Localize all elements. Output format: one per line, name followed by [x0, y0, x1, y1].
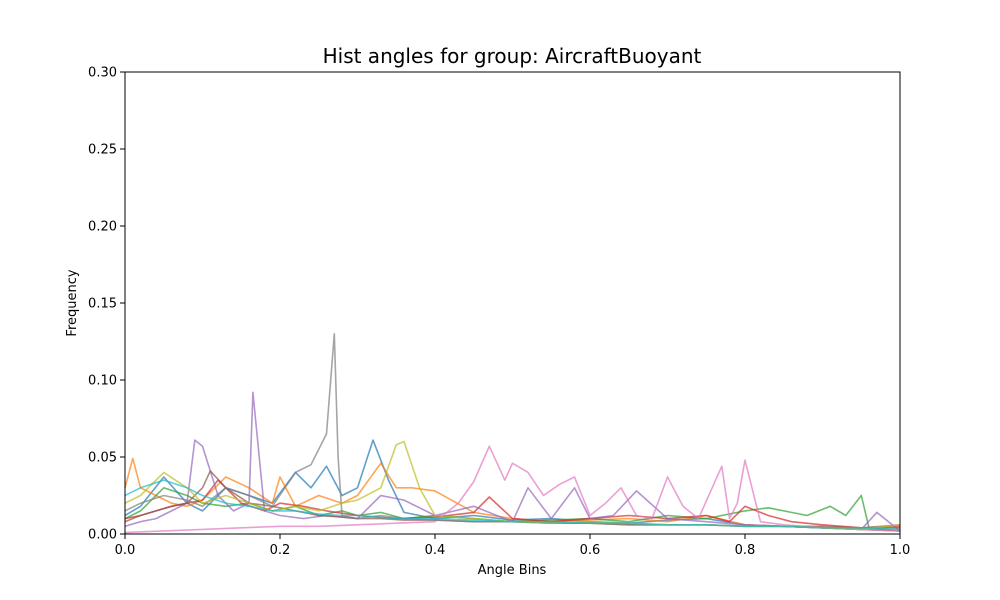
- y-tick-label: 0.25: [88, 143, 117, 158]
- y-tick-label: 0.20: [88, 220, 117, 235]
- y-tick-label: 0.15: [88, 297, 117, 312]
- x-tick-label: 1.0: [890, 543, 911, 558]
- x-axis-label: Angle Bins: [478, 563, 547, 578]
- series-line-9: [124, 479, 901, 531]
- y-tick-label: 0.00: [88, 528, 117, 543]
- x-tick-label: 0.6: [580, 543, 601, 558]
- x-axis: 0.0 0.2 0.4 0.6 0.8 1.0: [115, 534, 911, 558]
- series-line-4: [124, 391, 901, 532]
- x-tick-label: 0.2: [270, 543, 291, 558]
- chart-title: Hist angles for group: AircraftBuoyant: [323, 44, 702, 68]
- series-line-6: [124, 445, 901, 534]
- x-tick-label: 0.0: [115, 543, 136, 558]
- x-tick-label: 0.8: [735, 543, 756, 558]
- y-axis-label: Frequency: [65, 269, 80, 336]
- y-tick-label: 0.05: [88, 451, 117, 466]
- series-layer: [124, 332, 901, 534]
- x-tick-label: 0.4: [425, 543, 446, 558]
- y-tick-label: 0.30: [88, 66, 117, 81]
- y-axis: 0.00 0.05 0.10 0.15 0.20 0.25 0.30: [88, 66, 125, 543]
- y-tick-label: 0.10: [88, 374, 117, 389]
